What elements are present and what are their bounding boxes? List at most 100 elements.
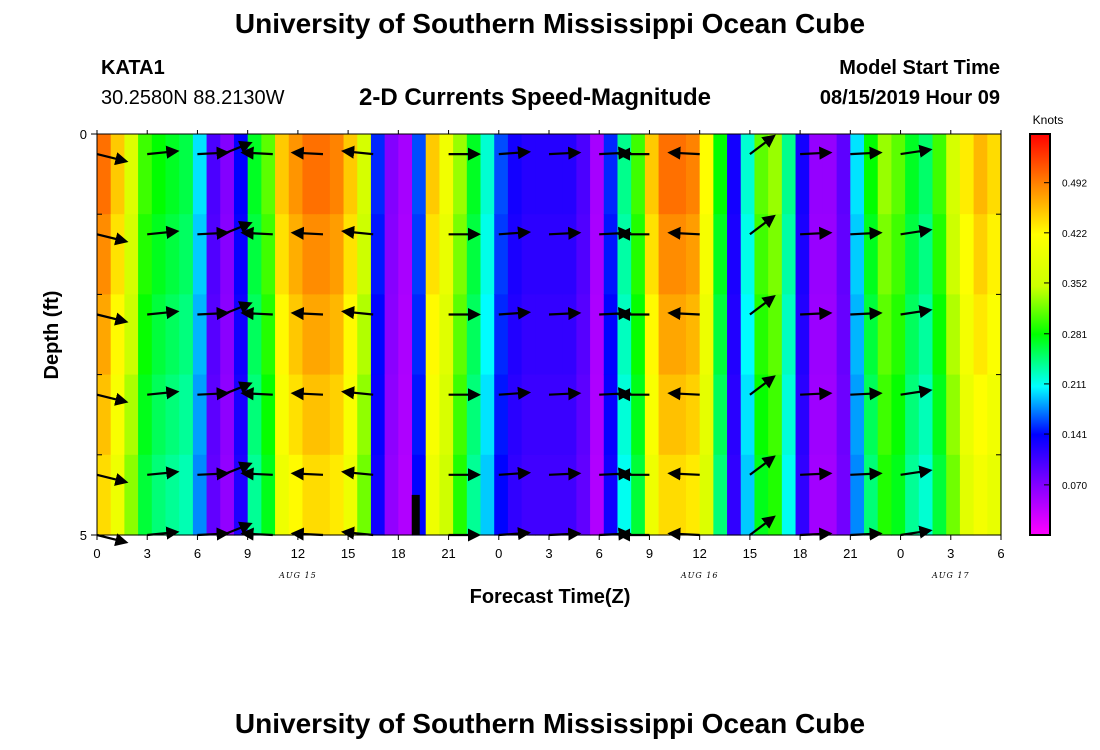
heat-cell bbox=[412, 374, 427, 456]
heat-cell bbox=[220, 374, 235, 456]
heat-cell bbox=[192, 454, 208, 536]
heat-cell bbox=[795, 214, 810, 295]
heat-cell bbox=[288, 374, 304, 456]
heat-cell bbox=[507, 374, 523, 456]
y-axis-title: Depth (ft) bbox=[41, 291, 63, 380]
current-vector bbox=[498, 466, 532, 481]
heat-cell bbox=[343, 454, 358, 536]
heat-cell bbox=[754, 374, 769, 456]
heat-cell bbox=[562, 374, 577, 456]
heat-cell bbox=[809, 454, 824, 536]
heat-cell bbox=[494, 454, 509, 536]
heat-cell bbox=[672, 214, 687, 295]
current-vector bbox=[341, 306, 374, 320]
heat-cell bbox=[275, 454, 290, 536]
heat-cell bbox=[480, 214, 495, 295]
heat-cell bbox=[754, 134, 769, 215]
heat-cell bbox=[97, 134, 112, 215]
heat-cell bbox=[699, 214, 714, 295]
heat-cell bbox=[576, 214, 591, 295]
current-vector bbox=[96, 152, 129, 166]
heat-cell bbox=[302, 214, 317, 295]
heat-cell bbox=[275, 374, 290, 456]
heat-cell bbox=[836, 214, 851, 295]
heat-cell bbox=[151, 374, 167, 456]
current-vector bbox=[900, 525, 933, 539]
x-tick-label: 9 bbox=[244, 546, 251, 561]
current-vector bbox=[147, 225, 180, 239]
current-vector bbox=[800, 306, 833, 321]
current-vector bbox=[667, 306, 700, 321]
heat-cell bbox=[727, 454, 742, 536]
station-coordinates: 30.2580N 88.2130W bbox=[101, 87, 285, 109]
current-vector bbox=[900, 465, 933, 479]
colorbar-ticks: 0.492 0.422 0.352 0.281 0.211 0.141 0.070 bbox=[1044, 179, 1087, 492]
current-vector bbox=[240, 146, 273, 160]
heat-cell bbox=[521, 294, 536, 376]
heat-cell bbox=[850, 294, 865, 376]
heat-cell bbox=[97, 374, 112, 456]
heat-cell bbox=[603, 214, 619, 295]
heat-cell bbox=[261, 454, 276, 536]
x-tick-label: 0 bbox=[897, 546, 904, 561]
heat-cell bbox=[850, 454, 865, 536]
heat-cell bbox=[302, 294, 317, 376]
heat-cell bbox=[768, 134, 783, 215]
heat-cell bbox=[699, 454, 714, 536]
current-vector bbox=[240, 306, 273, 321]
heat-cell bbox=[494, 134, 509, 215]
heat-cell bbox=[370, 454, 386, 536]
heat-cell bbox=[124, 374, 139, 456]
heat-cell bbox=[973, 134, 988, 215]
heat-cell bbox=[905, 454, 920, 536]
current-vector bbox=[850, 387, 883, 401]
heat-cell bbox=[343, 374, 358, 456]
heat-cell bbox=[850, 374, 865, 456]
current-vector bbox=[800, 226, 833, 240]
heat-cell bbox=[261, 374, 276, 456]
current-vector bbox=[548, 306, 582, 321]
heat-cell bbox=[891, 454, 906, 536]
heat-cell bbox=[165, 134, 180, 215]
heat-cell bbox=[644, 454, 660, 536]
current-vector bbox=[240, 387, 273, 401]
heat-cell bbox=[439, 454, 454, 536]
heat-cell bbox=[261, 134, 276, 215]
current-vector bbox=[850, 467, 883, 481]
heat-cell bbox=[494, 374, 509, 456]
heat-cell bbox=[316, 294, 331, 376]
current-vector bbox=[96, 533, 129, 547]
heat-cell bbox=[535, 134, 550, 215]
heat-cell bbox=[603, 454, 619, 536]
heat-cell bbox=[439, 134, 454, 215]
current-vector bbox=[498, 226, 532, 240]
heat-cell bbox=[576, 374, 591, 456]
current-vector bbox=[290, 226, 324, 240]
heat-cell bbox=[412, 294, 427, 376]
heat-cell bbox=[932, 134, 947, 215]
x-tick-label: 15 bbox=[341, 546, 355, 561]
heat-cell bbox=[466, 454, 482, 536]
y-axis: 05 bbox=[80, 127, 1001, 543]
heat-cell bbox=[576, 294, 591, 376]
heat-cell bbox=[453, 454, 468, 536]
heat-cell bbox=[110, 134, 125, 215]
heat-cell bbox=[453, 294, 468, 376]
heat-cell bbox=[795, 294, 810, 376]
heat-cell bbox=[357, 214, 372, 295]
colorbar bbox=[1029, 133, 1051, 536]
heat-cell bbox=[97, 214, 112, 295]
heat-cell bbox=[644, 134, 660, 215]
heat-cell bbox=[631, 134, 646, 215]
x-tick-label: 18 bbox=[793, 546, 807, 561]
current-vector bbox=[222, 461, 253, 476]
heat-cell bbox=[206, 214, 221, 295]
heat-cell bbox=[713, 454, 728, 536]
heat-cell bbox=[138, 214, 153, 295]
heat-cell bbox=[343, 214, 358, 295]
heat-cell bbox=[768, 374, 783, 456]
heat-cell bbox=[192, 134, 208, 215]
current-vector bbox=[800, 146, 833, 160]
heat-cell bbox=[932, 214, 947, 295]
current-vector bbox=[548, 387, 582, 401]
